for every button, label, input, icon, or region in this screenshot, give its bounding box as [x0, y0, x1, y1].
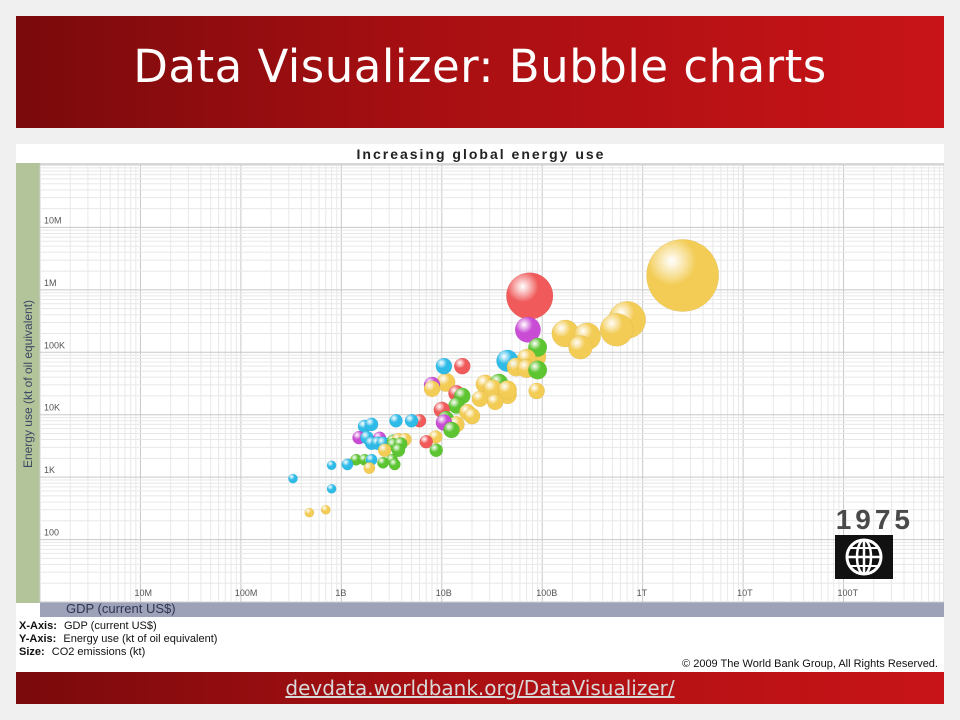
bubble[interactable] — [471, 390, 489, 408]
grid — [40, 165, 944, 602]
bubble[interactable] — [429, 443, 444, 458]
bubble[interactable] — [646, 239, 720, 312]
slide-title: Data Visualizer: Bubble charts — [133, 40, 827, 93]
bubble[interactable] — [506, 272, 554, 320]
legend-size-key: Size: — [19, 646, 45, 658]
bubble[interactable] — [320, 504, 331, 515]
bubble[interactable] — [497, 380, 517, 400]
bubble-chart: Increasing global energy use 10M 100M 1B 10… — [16, 144, 945, 672]
x-tick-labels: 10M 100M 1B 10B 100B 1T 10T 100T — [134, 588, 858, 598]
bubble[interactable] — [435, 357, 453, 375]
x-axis-label: GDP (current US$) — [66, 601, 176, 616]
x-tick-label: 100M — [235, 588, 258, 598]
bubble[interactable] — [528, 360, 548, 380]
slide-header: Data Visualizer: Bubble charts — [16, 16, 944, 128]
data-visualizer-link[interactable]: devdata.worldbank.org/DataVisualizer/ — [285, 676, 675, 700]
bubble[interactable] — [443, 421, 460, 439]
bubble[interactable] — [453, 357, 471, 375]
copyright-notice: © 2009 The World Bank Group, All Rights … — [682, 658, 938, 670]
legend-y-row: Y-Axis: Energy use (kt of oil equivalent… — [19, 633, 217, 645]
bubble[interactable] — [528, 382, 545, 400]
legend-x-value: GDP (current US$) — [64, 620, 157, 632]
bubble[interactable] — [364, 417, 379, 432]
y-axis-band — [16, 163, 40, 603]
bubble[interactable] — [389, 413, 403, 428]
bubble[interactable] — [423, 380, 441, 398]
world-bank-globe-icon — [835, 535, 893, 579]
bubble[interactable] — [391, 443, 406, 458]
legend-y-value: Energy use (kt of oil equivalent) — [63, 633, 217, 645]
x-tick-label: 100T — [838, 588, 859, 598]
bubble[interactable] — [486, 393, 504, 411]
chart-title: Increasing global energy use — [357, 146, 606, 162]
y-axis-label: Energy use (kt of oil equivalent) — [21, 300, 35, 468]
bubble[interactable] — [363, 462, 376, 474]
y-tick-label: 10K — [44, 403, 60, 413]
x-tick-label: 10T — [737, 588, 753, 598]
bubble[interactable] — [326, 460, 337, 471]
y-tick-label: 100 — [44, 528, 59, 538]
legend-y-key: Y-Axis: — [19, 633, 56, 645]
bubble[interactable] — [288, 473, 298, 484]
y-tick-label: 100K — [44, 340, 65, 350]
chart-panel: Increasing global energy use 10M 100M 1B 10… — [16, 144, 945, 672]
y-tick-labels: 100 1K 10K 100K 1M 10M — [44, 215, 65, 537]
x-tick-label: 10B — [436, 588, 452, 598]
x-tick-label: 1T — [637, 588, 648, 598]
bubble[interactable] — [388, 458, 401, 471]
bubble[interactable] — [514, 316, 541, 343]
bubble[interactable] — [599, 312, 634, 347]
bubbles — [288, 239, 720, 518]
bubble[interactable] — [463, 407, 481, 425]
x-tick-label: 1B — [335, 588, 346, 598]
title-rule — [16, 163, 944, 165]
axis-legend: X-Axis: GDP (current US$) Y-Axis: Energy… — [19, 620, 217, 658]
bubble[interactable] — [377, 443, 392, 458]
x-tick-label: 10M — [134, 588, 152, 598]
y-tick-label: 1M — [44, 278, 57, 288]
bubble[interactable] — [326, 483, 337, 494]
chart-background — [16, 144, 944, 672]
legend-x-row: X-Axis: GDP (current US$) — [19, 620, 157, 632]
slide-footer: devdata.worldbank.org/DataVisualizer/ — [16, 672, 944, 704]
y-tick-label: 1K — [44, 465, 55, 475]
year-label: 1975 — [836, 504, 914, 535]
bubble[interactable] — [404, 413, 419, 428]
bubble[interactable] — [419, 434, 434, 449]
x-tick-label: 100B — [536, 588, 557, 598]
y-tick-label: 10M — [44, 215, 62, 225]
bubble[interactable] — [568, 335, 593, 360]
legend-size-row: Size: CO2 emissions (kt) — [19, 646, 145, 658]
bubble[interactable] — [304, 507, 315, 518]
x-axis-band — [40, 602, 944, 617]
bubble[interactable] — [341, 458, 354, 471]
legend-x-key: X-Axis: — [19, 620, 57, 632]
legend-size-value: CO2 emissions (kt) — [52, 646, 146, 658]
